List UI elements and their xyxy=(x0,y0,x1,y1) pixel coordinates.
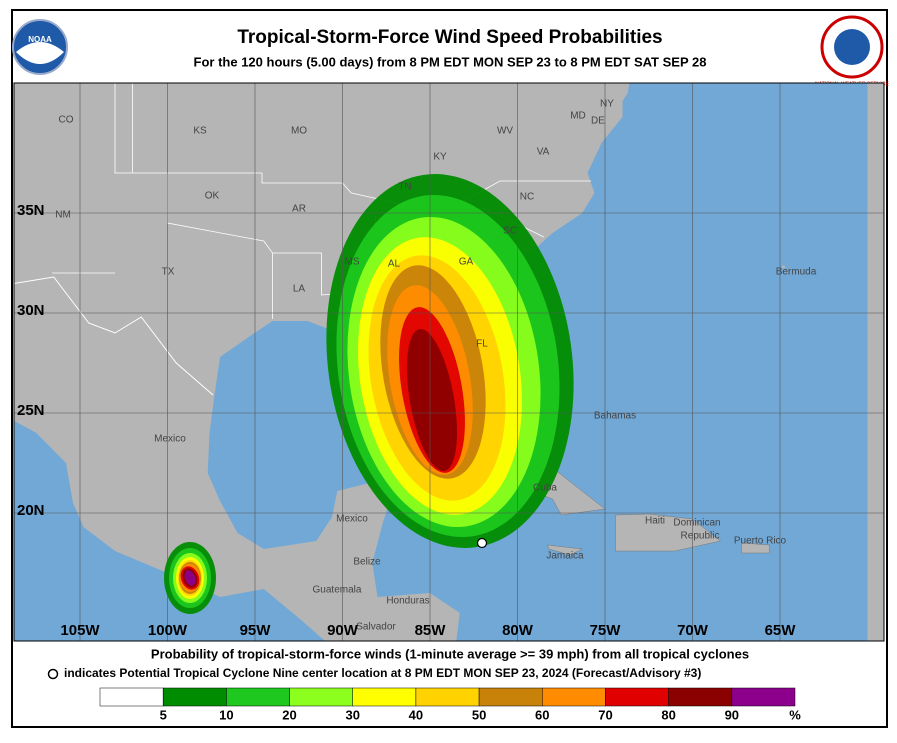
title: Tropical-Storm-Force Wind Speed Probabil… xyxy=(237,27,662,48)
legend-label: 70 xyxy=(598,707,612,722)
place-label: TX xyxy=(162,267,175,278)
center-symbol xyxy=(47,668,59,680)
legend-label: 80 xyxy=(661,707,675,722)
probability-contour xyxy=(406,328,458,472)
place-label: MS xyxy=(345,257,360,268)
lon-label: 100W xyxy=(148,622,188,639)
place-label: KY xyxy=(433,152,447,163)
place-label: Haiti xyxy=(645,516,665,527)
legend-label: 50 xyxy=(472,707,486,722)
place-label: Bahamas xyxy=(594,411,636,422)
place-label: SC xyxy=(503,226,517,237)
legend-label: 20 xyxy=(282,707,296,722)
legend-swatch xyxy=(731,687,796,707)
pacific xyxy=(14,420,325,641)
place-label: Mexico xyxy=(336,514,368,525)
island xyxy=(741,542,770,554)
lat-label: 25N xyxy=(17,402,45,419)
lon-label: 75W xyxy=(590,622,622,639)
map-border xyxy=(13,82,885,642)
place-label: Mexico xyxy=(154,434,186,445)
lon-label: 105W xyxy=(60,622,100,639)
place-label: AL xyxy=(388,259,401,270)
legend-unit: % xyxy=(789,707,801,722)
legend-label: 10 xyxy=(219,707,233,722)
place-label: LA xyxy=(293,284,306,295)
place-label: TN xyxy=(398,182,411,193)
lon-label: 65W xyxy=(765,622,797,639)
place-label: GA xyxy=(459,257,474,268)
legend-label: 40 xyxy=(409,707,423,722)
place-label: Puerto Rico xyxy=(734,536,787,547)
place-label: Bermuda xyxy=(776,267,817,278)
lat-label: 30N xyxy=(17,302,45,319)
place-label: NY xyxy=(600,99,614,110)
subtitle: For the 120 hours (5.00 days) from 8 PM … xyxy=(194,54,707,69)
place-label: Honduras xyxy=(386,596,429,607)
lon-label: 90W xyxy=(327,622,359,639)
place-label: MO xyxy=(291,126,307,137)
place-label: Jamaica xyxy=(546,551,584,562)
legend-label: 90 xyxy=(725,707,739,722)
place-label: KS xyxy=(193,126,207,137)
place-label: DE xyxy=(591,116,605,127)
lon-label: 70W xyxy=(677,622,709,639)
legend-swatch xyxy=(605,687,669,707)
lon-label: 95W xyxy=(240,622,272,639)
storm-center xyxy=(476,537,488,549)
legend-label: 30 xyxy=(345,707,359,722)
place-label: Republic xyxy=(681,531,720,542)
island xyxy=(615,513,722,552)
place-label: NC xyxy=(520,192,534,203)
legend-swatch xyxy=(99,687,164,707)
probability-contour xyxy=(184,570,196,586)
place-label: Cuba xyxy=(533,483,557,494)
place-label: Salvador xyxy=(356,622,396,633)
legend-swatch xyxy=(478,687,543,707)
legend-label: 60 xyxy=(535,707,549,722)
footer-line1: Probability of tropical-storm-force wind… xyxy=(151,646,749,661)
legend-swatch xyxy=(226,687,290,707)
place-label: FL xyxy=(476,339,488,350)
place-label: WV xyxy=(497,126,513,137)
place-label: CO xyxy=(59,115,74,126)
border xyxy=(14,276,214,396)
island xyxy=(546,544,584,556)
bermuda-dot xyxy=(782,265,785,269)
place-label: Guatemala xyxy=(313,585,362,596)
map: 105W 100W 95W 90W 85W 80W 75W 70W 65W 35N 30N 25N 20… xyxy=(14,83,884,641)
legend-swatch xyxy=(162,687,227,707)
lat-label: 35N xyxy=(17,202,45,219)
place-label: VA xyxy=(537,147,550,158)
noaa-logo: NOAA xyxy=(12,19,68,75)
legend-swatch xyxy=(415,687,480,707)
legend-swatch xyxy=(289,687,353,707)
place-label: Dominican xyxy=(673,518,720,529)
border xyxy=(261,173,591,214)
legend-swatch xyxy=(352,687,417,707)
place-label: AR xyxy=(292,204,306,215)
place-label: Belize xyxy=(353,557,381,568)
logo-text: NOAA xyxy=(28,35,52,44)
lat-label: 20N xyxy=(17,502,45,519)
border xyxy=(114,83,262,174)
place-label: NM xyxy=(55,210,71,221)
lon-label: 85W xyxy=(415,622,447,639)
legend-label: 5 xyxy=(160,707,167,722)
legend-swatch xyxy=(668,687,733,707)
place-label: OK xyxy=(205,191,220,202)
lon-label: 80W xyxy=(502,622,534,639)
legend: 5 10 20 30 40 50 60 70 80 90% xyxy=(99,687,801,722)
footer-line2: indicates Potential Tropical Cyclone Nin… xyxy=(64,666,701,680)
legend-swatch xyxy=(542,687,606,707)
place-label: MD xyxy=(570,111,586,122)
